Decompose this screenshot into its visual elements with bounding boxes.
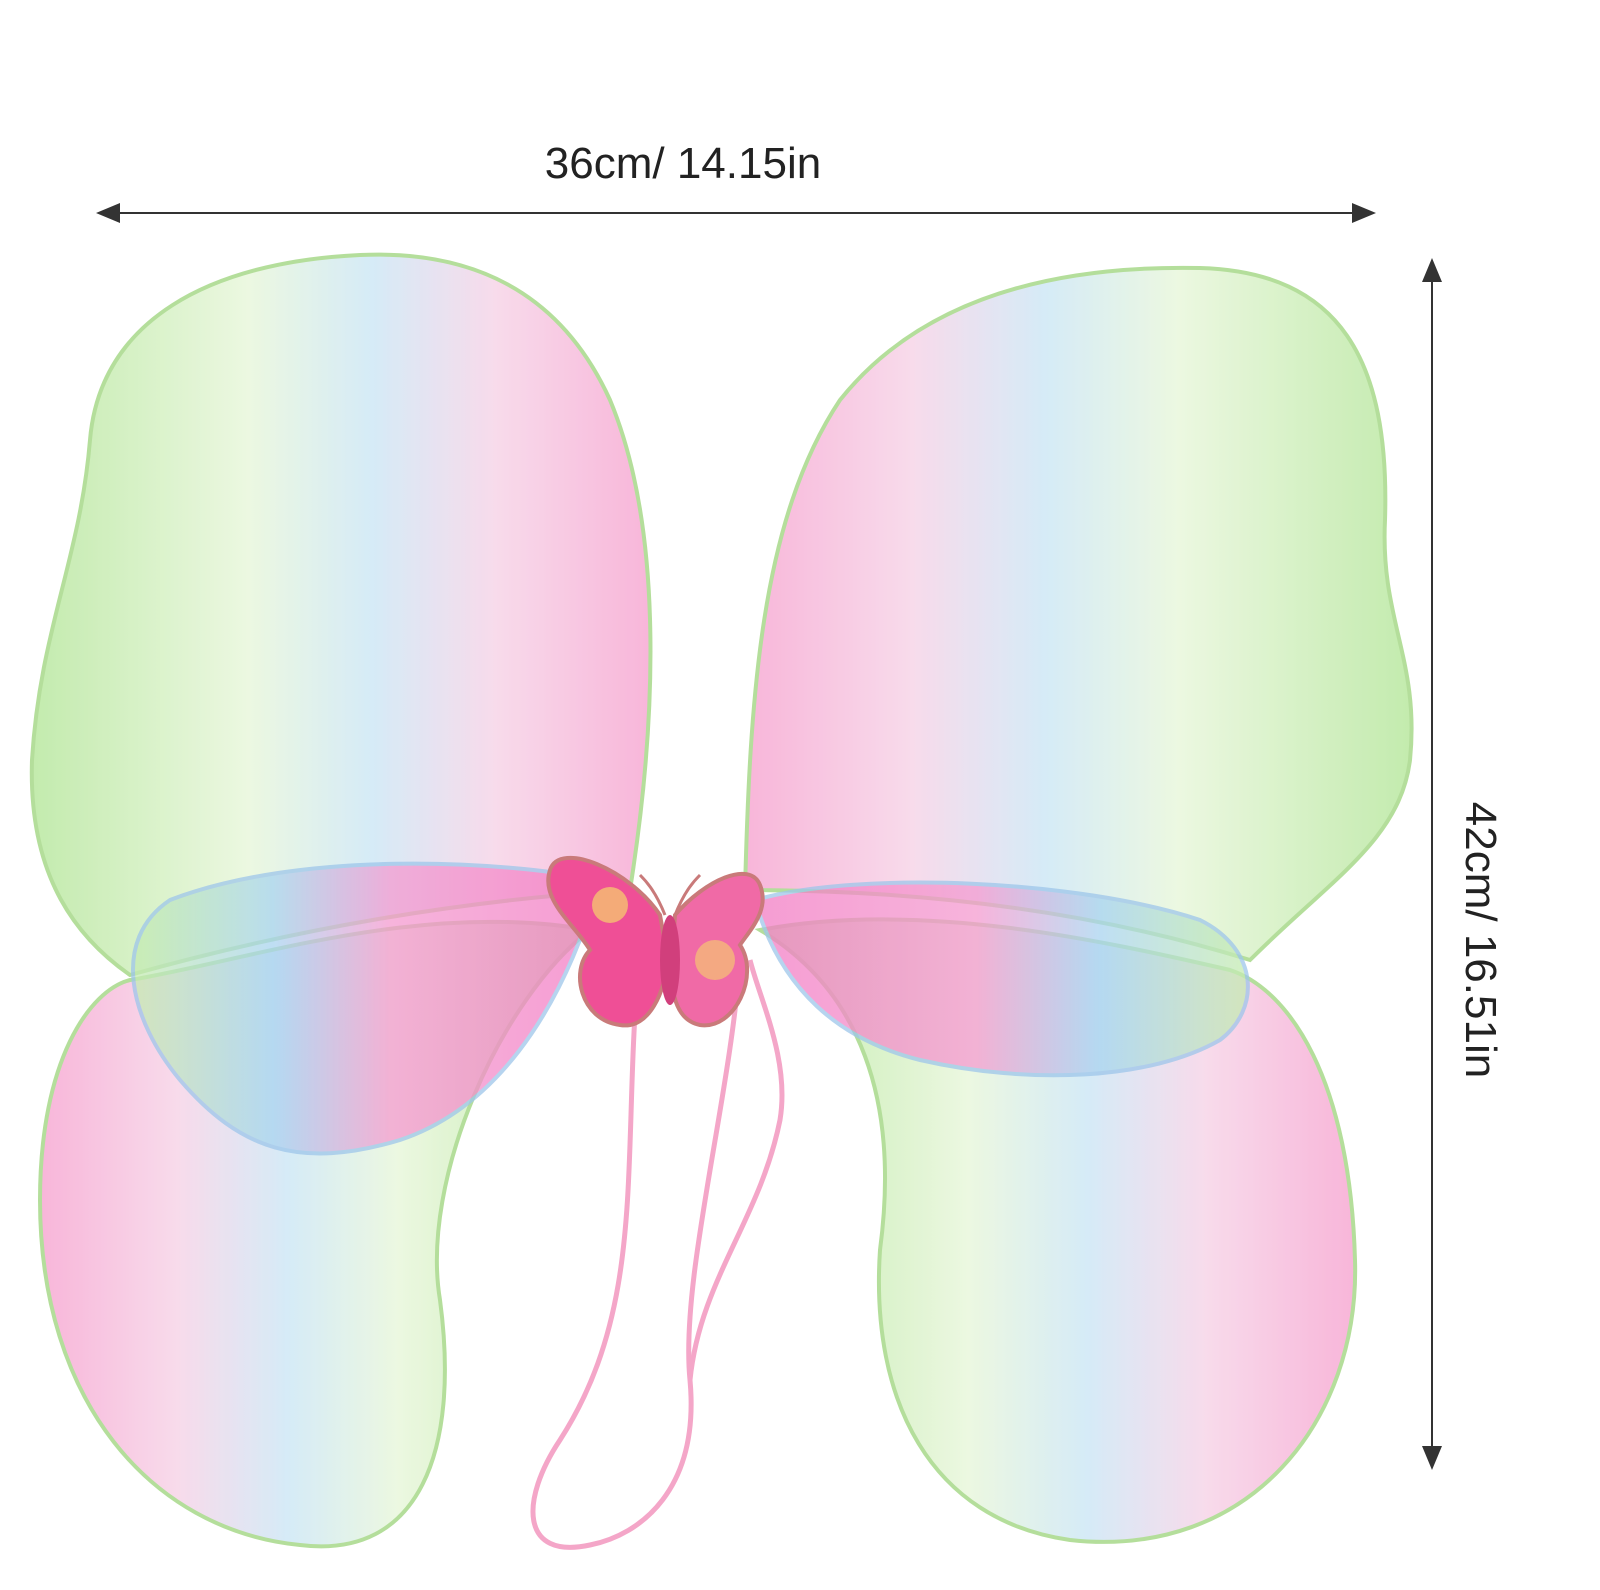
butterfly-ornament xyxy=(546,856,765,1028)
elastic-strap xyxy=(687,959,785,1381)
inner-left-wing xyxy=(131,861,603,1156)
upper-right-wing xyxy=(742,265,1414,963)
height-label: 42cm/ 16.51in xyxy=(1456,802,1505,1078)
inner-right-wing xyxy=(752,880,1250,1078)
elastic-strap xyxy=(530,949,743,1550)
width-label: 36cm/ 14.15in xyxy=(545,139,821,188)
